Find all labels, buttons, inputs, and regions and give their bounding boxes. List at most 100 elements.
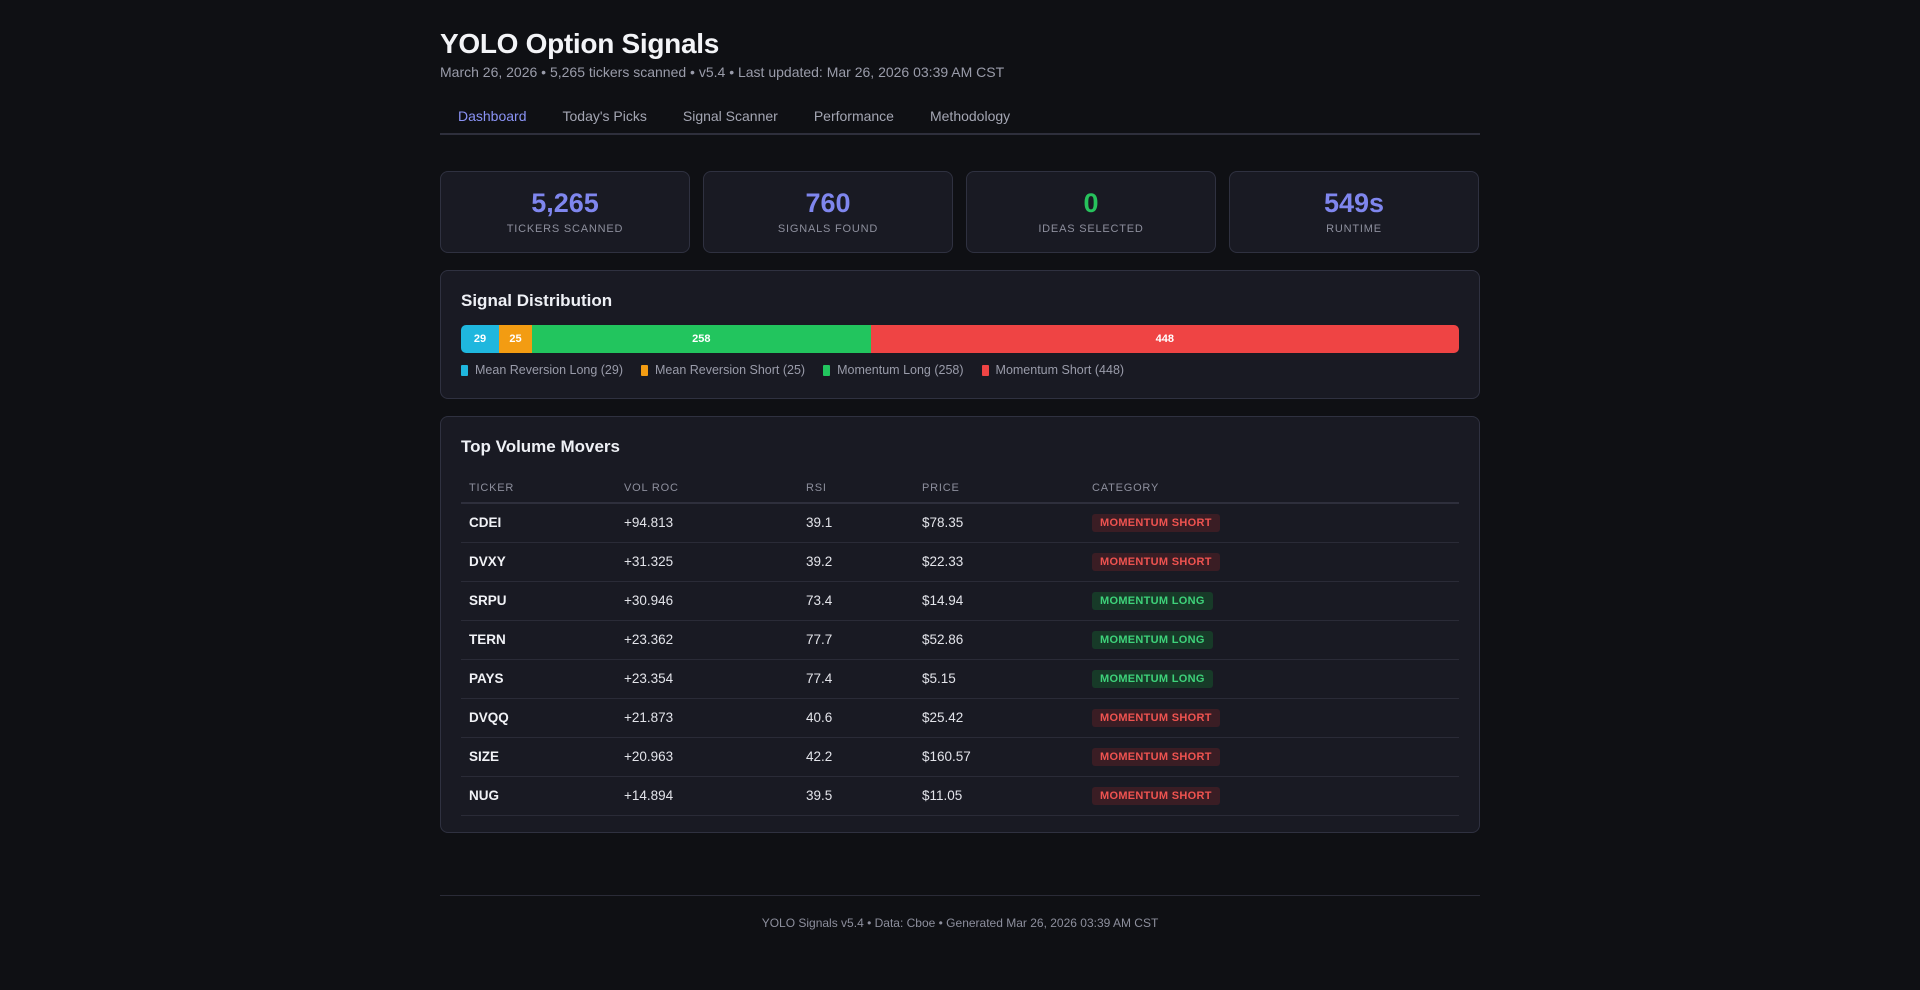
cell-category: MOMENTUM SHORT	[1084, 698, 1459, 738]
category-badge: MOMENTUM LONG	[1092, 669, 1213, 688]
cell-price: $14.94	[914, 581, 1084, 621]
movers-table: TICKER VOL ROC RSI PRICE CATEGORY CDEI +9…	[461, 473, 1459, 816]
top-volume-movers-panel: Top Volume Movers TICKER VOL ROC RSI PRI…	[440, 416, 1480, 833]
legend-swatch	[823, 364, 831, 376]
panel-title: Signal Distribution	[461, 291, 613, 310]
cell-category: MOMENTUM LONG	[1084, 581, 1459, 621]
category-badge: MOMENTUM SHORT	[1092, 513, 1220, 532]
tab-dashboard[interactable]: Dashboard	[458, 108, 527, 124]
cell-vol-roc: +30.946	[616, 581, 798, 621]
cell-vol-roc: +94.813	[616, 503, 798, 543]
category-badge: MOMENTUM SHORT	[1092, 747, 1220, 766]
cell-ticker: NUG	[461, 776, 616, 816]
cell-vol-roc: +20.963	[616, 737, 798, 777]
cell-price: $22.33	[914, 542, 1084, 582]
cell-vol-roc: +23.354	[616, 659, 798, 699]
stat-value: 0	[1083, 188, 1099, 218]
footer-divider	[440, 895, 1480, 896]
cell-rsi: 40.6	[798, 698, 914, 738]
distribution-segment-momentum-short: 448	[870, 325, 1459, 353]
cell-rsi: 73.4	[798, 581, 914, 621]
page-subtitle: March 26, 2026 • 5,265 tickers scanned •…	[440, 64, 1005, 80]
cell-category: MOMENTUM LONG	[1084, 659, 1459, 699]
legend-item: Momentum Short (448)	[981, 362, 1125, 378]
cell-category: MOMENTUM SHORT	[1084, 503, 1459, 543]
category-badge: MOMENTUM LONG	[1092, 630, 1213, 649]
cell-vol-roc: +31.325	[616, 542, 798, 582]
segment-value-label: 448	[1155, 333, 1174, 345]
cell-price: $5.15	[914, 659, 1084, 699]
distribution-segment-momentum-long: 258	[531, 325, 871, 353]
stat-value: 5,265	[531, 188, 599, 218]
table-row[interactable]: TERN +23.362 77.7 $52.86 MOMENTUM LONG	[461, 620, 1459, 660]
cell-rsi: 39.5	[798, 776, 914, 816]
tab-todays-picks[interactable]: Today's Picks	[562, 108, 647, 124]
cell-ticker: DVXY	[461, 542, 616, 582]
distribution-segment-mean-reversion-long: 29	[461, 325, 500, 353]
stat-card-runtime: 549s RUNTIME	[1229, 171, 1479, 253]
cell-ticker: PAYS	[461, 659, 616, 699]
cell-ticker: CDEI	[461, 503, 616, 543]
table-row[interactable]: DVQQ +21.873 40.6 $25.42 MOMENTUM SHORT	[461, 698, 1459, 738]
cell-price: $52.86	[914, 620, 1084, 660]
cell-price: $25.42	[914, 698, 1084, 738]
segment-value-label: 25	[509, 333, 522, 345]
cell-rsi: 77.4	[798, 659, 914, 699]
legend-item: Mean Reversion Long (29)	[461, 362, 623, 378]
category-badge: MOMENTUM SHORT	[1092, 708, 1220, 727]
distribution-bar: 29 25 258 448	[461, 325, 1459, 353]
table-row[interactable]: CDEI +94.813 39.1 $78.35 MOMENTUM SHORT	[461, 503, 1459, 543]
stat-label: TICKERS SCANNED	[506, 223, 624, 235]
tab-performance[interactable]: Performance	[813, 108, 894, 124]
movers-table-body: CDEI +94.813 39.1 $78.35 MOMENTUM SHORT DVXY +…	[461, 503, 1459, 816]
cell-rsi: 39.1	[798, 503, 914, 543]
cell-price: $160.57	[914, 737, 1084, 777]
cell-ticker: DVQQ	[461, 698, 616, 738]
tab-signal-scanner[interactable]: Signal Scanner	[682, 108, 778, 124]
stat-label: IDEAS SELECTED	[1038, 223, 1144, 235]
category-badge: MOMENTUM SHORT	[1092, 552, 1220, 571]
column-header-ticker: TICKER	[461, 473, 616, 504]
stat-label: SIGNALS FOUND	[777, 223, 879, 235]
table-row[interactable]: SIZE +20.963 42.2 $160.57 MOMENTUM SHORT	[461, 737, 1459, 777]
legend-label: Mean Reversion Long (29)	[475, 363, 623, 377]
segment-value-label: 29	[473, 333, 487, 345]
cell-price: $78.35	[914, 503, 1084, 543]
table-row[interactable]: NUG +14.894 39.5 $11.05 MOMENTUM SHORT	[461, 776, 1459, 816]
legend-swatch	[641, 364, 648, 376]
legend-item: Mean Reversion Short (25)	[641, 362, 805, 378]
tab-bar: Dashboard Today's Picks Signal Scanner P…	[440, 101, 1480, 135]
stat-card-signals-found: 760 SIGNALS FOUND	[703, 171, 953, 253]
distribution-legend: Mean Reversion Long (29) Mean Reversion S…	[461, 362, 1459, 378]
stat-label: RUNTIME	[1326, 223, 1382, 235]
page-title: YOLO Option Signals	[440, 28, 719, 59]
cell-rsi: 39.2	[798, 542, 914, 582]
category-badge: MOMENTUM LONG	[1092, 591, 1213, 610]
cell-rsi: 77.7	[798, 620, 914, 660]
legend-swatch	[981, 364, 989, 376]
stat-value: 760	[805, 188, 851, 218]
stat-card-ideas-selected: 0 IDEAS SELECTED	[966, 171, 1216, 253]
legend-label: Mean Reversion Short (25)	[655, 363, 806, 377]
table-row[interactable]: SRPU +30.946 73.4 $14.94 MOMENTUM LONG	[461, 581, 1459, 621]
cell-rsi: 42.2	[798, 737, 914, 777]
legend-label: Momentum Long (258)	[837, 363, 964, 377]
table-row[interactable]: DVXY +31.325 39.2 $22.33 MOMENTUM SHORT	[461, 542, 1459, 582]
cell-ticker: SRPU	[461, 581, 616, 621]
distribution-segment-mean-reversion-short: 25	[499, 325, 532, 353]
cell-category: MOMENTUM SHORT	[1084, 542, 1459, 582]
legend-label: Momentum Short (448)	[995, 363, 1125, 377]
tab-methodology[interactable]: Methodology	[929, 108, 1011, 124]
cell-category: MOMENTUM SHORT	[1084, 776, 1459, 816]
stats-row: 5,265 TICKERS SCANNED 760 SIGNALS FOUND …	[440, 171, 1480, 253]
legend-item: Momentum Long (258)	[823, 362, 964, 378]
panel-title: Top Volume Movers	[461, 437, 621, 456]
column-header-category: CATEGORY	[1084, 473, 1459, 504]
cell-ticker: TERN	[461, 620, 616, 660]
table-row[interactable]: PAYS +23.354 77.4 $5.15 MOMENTUM LONG	[461, 659, 1459, 699]
cell-category: MOMENTUM SHORT	[1084, 737, 1459, 777]
segment-value-label: 258	[692, 333, 711, 345]
column-header-vol-roc: VOL ROC	[616, 473, 798, 504]
cell-ticker: SIZE	[461, 737, 616, 777]
table-header-row: TICKER VOL ROC RSI PRICE CATEGORY	[461, 473, 1459, 504]
